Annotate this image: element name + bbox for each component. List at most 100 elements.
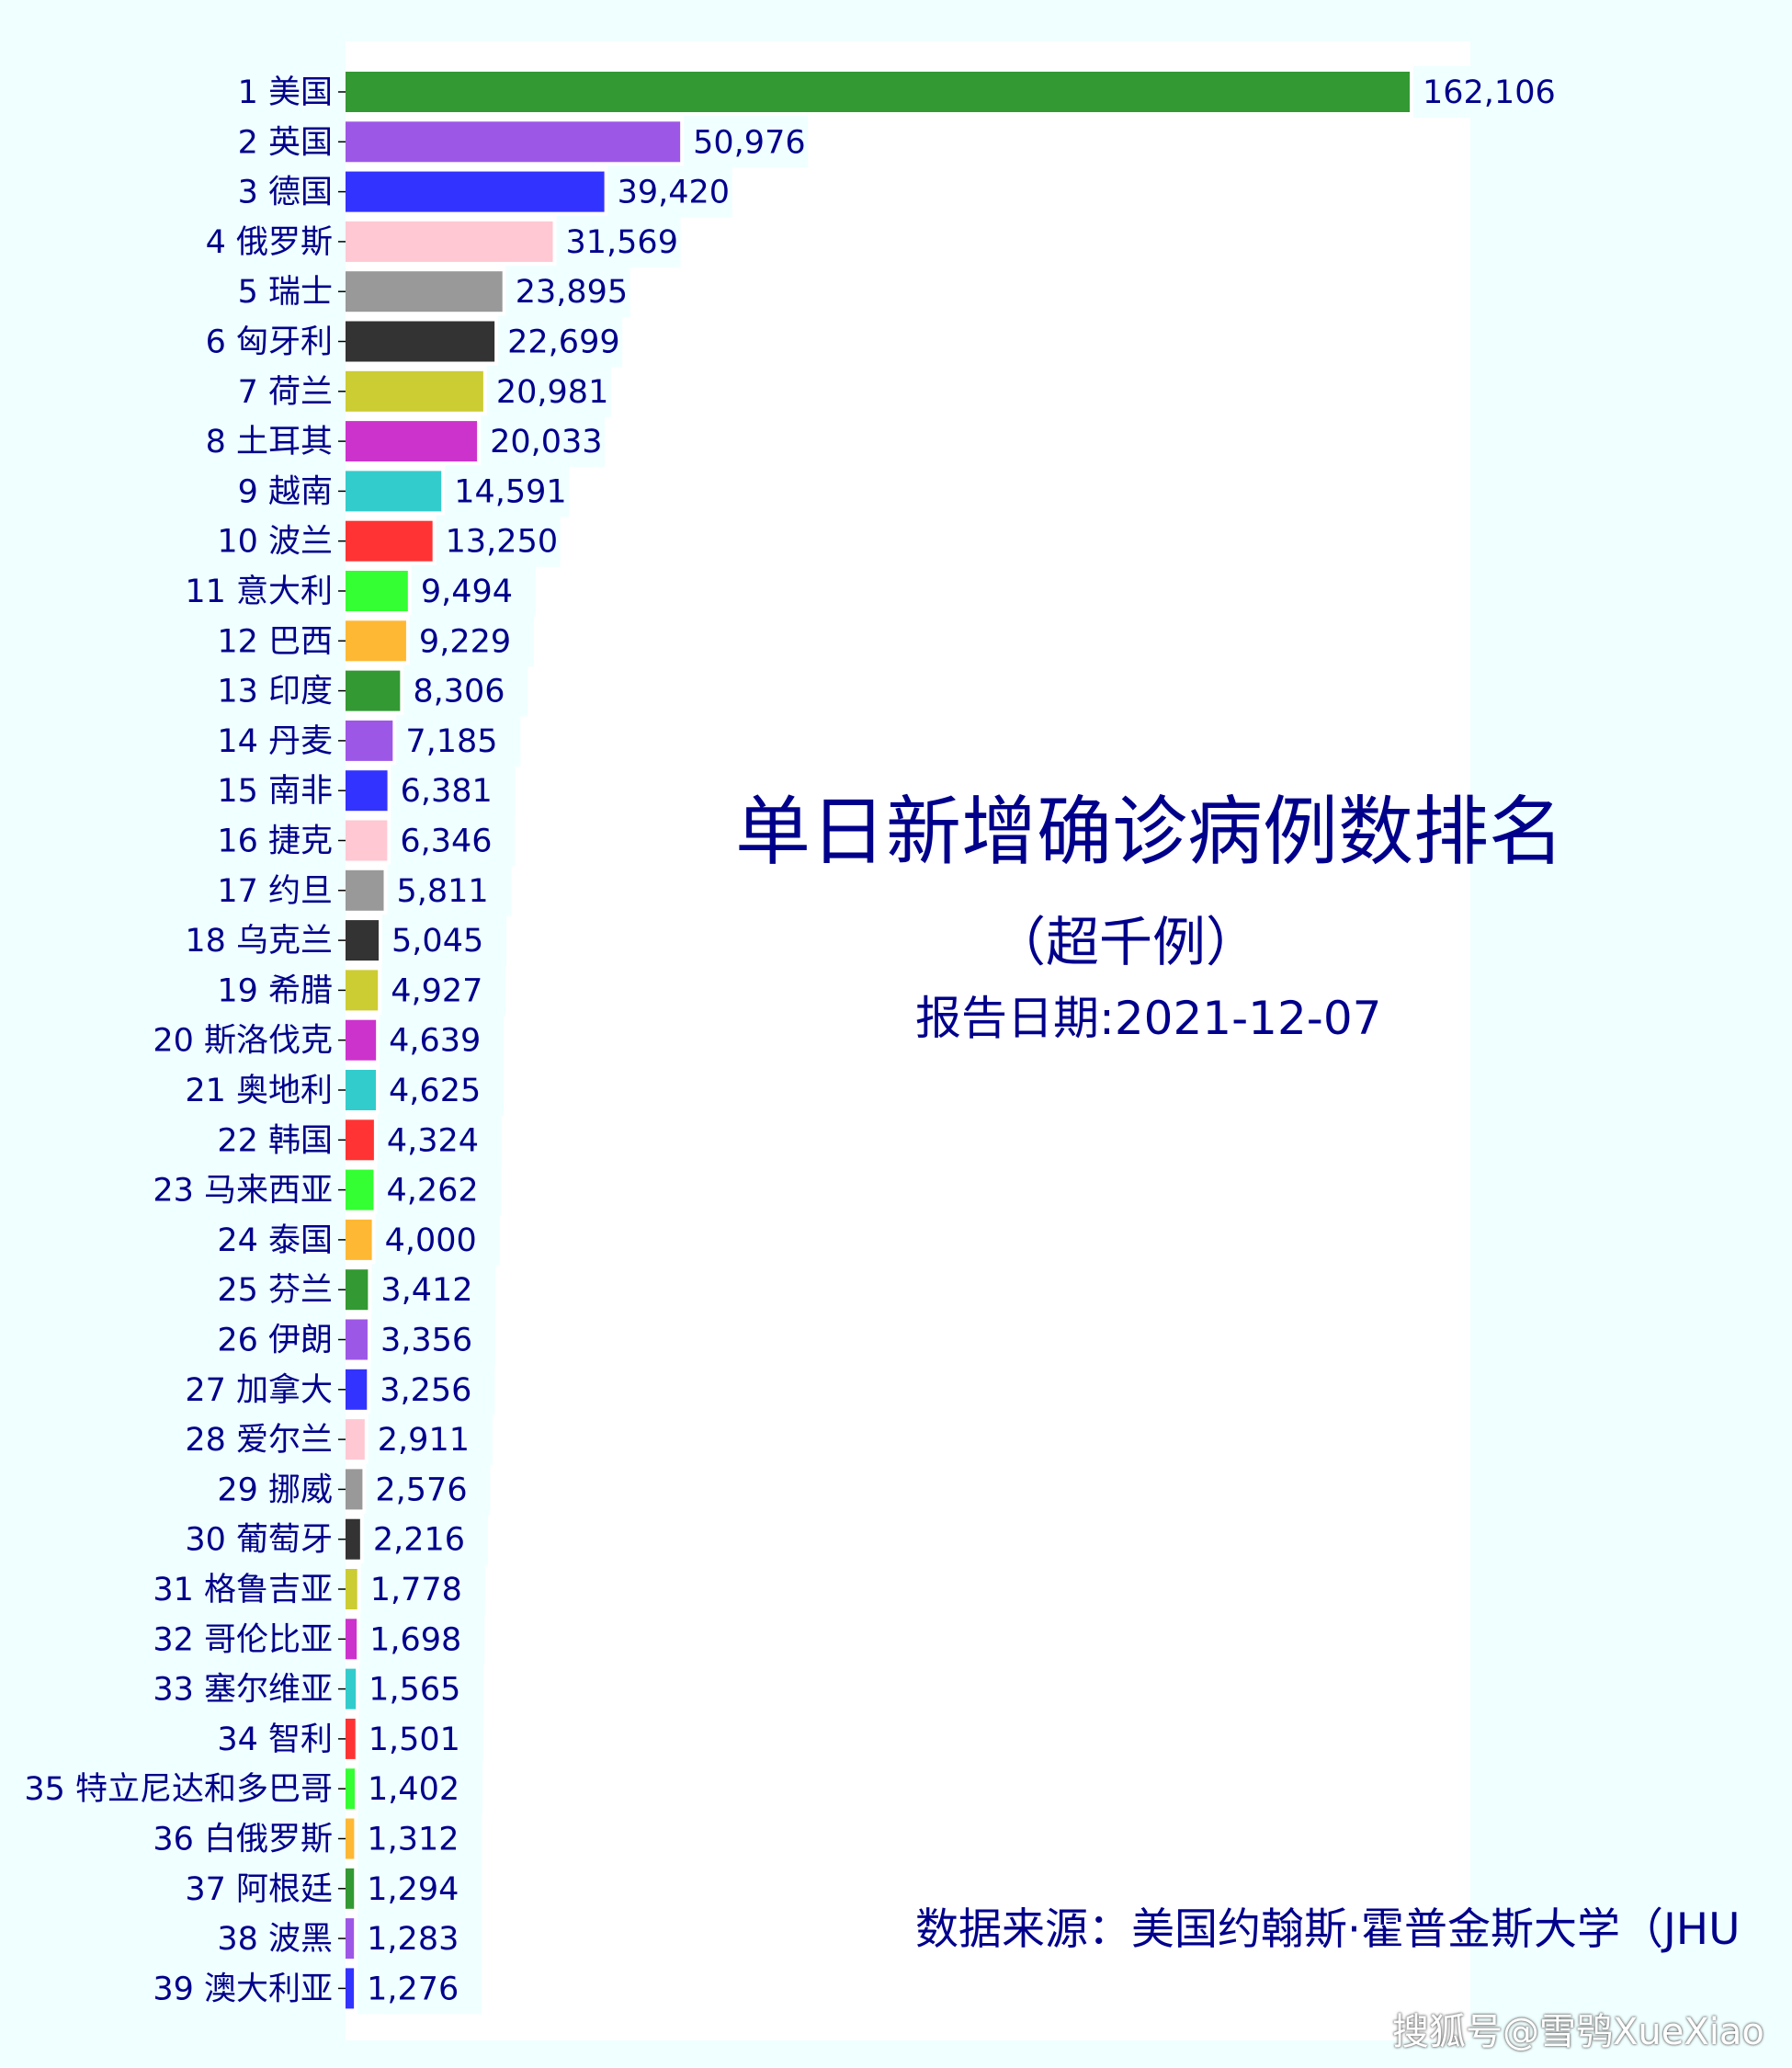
category-label: 29 挪威 xyxy=(217,1471,333,1508)
value-label-bg xyxy=(1413,66,1537,118)
bar xyxy=(346,1619,357,1660)
bar xyxy=(346,1319,368,1360)
bar xyxy=(346,1868,355,1909)
value-label-bg xyxy=(556,215,681,267)
value-label-bg xyxy=(411,565,536,617)
value-label-bg xyxy=(358,1712,483,1765)
value-label-bg xyxy=(396,714,521,767)
bar xyxy=(346,221,553,262)
value-label-bg xyxy=(505,266,630,318)
category-label: 37 阿根廷 xyxy=(185,1871,333,1908)
value-label: 20,981 xyxy=(496,374,608,411)
category-label: 7 荷兰 xyxy=(238,374,333,411)
category-label: 19 希腊 xyxy=(217,972,333,1009)
value-label: 6,381 xyxy=(401,773,493,810)
value-label: 1,294 xyxy=(367,1871,459,1908)
value-label: 13,250 xyxy=(446,524,558,561)
value-label: 5,811 xyxy=(397,873,489,910)
bar xyxy=(346,321,495,362)
value-label-bg xyxy=(366,1463,491,1516)
bars-layer: 162,106 1 美国 50,976 2 英国 39,420 3 德国 31,569 4 俄… xyxy=(24,66,1556,2015)
bar xyxy=(346,370,483,412)
value-label-bg xyxy=(360,1563,485,1615)
bar xyxy=(346,271,503,312)
bar xyxy=(346,770,388,812)
category-label: 3 德国 xyxy=(238,175,333,211)
value-label-bg xyxy=(357,1962,482,2015)
bar xyxy=(346,1469,363,1510)
value-label-bg xyxy=(370,1363,495,1415)
bar xyxy=(346,1269,369,1311)
value-label-bg xyxy=(375,1213,500,1266)
value-label: 1,276 xyxy=(367,1971,459,2007)
value-label: 39,420 xyxy=(618,175,730,211)
value-label-bg xyxy=(403,665,528,717)
category-label: 36 白俄罗斯 xyxy=(153,1822,333,1858)
category-label: 1 美国 xyxy=(238,74,333,111)
value-label-bg xyxy=(358,1763,483,1815)
report-date-label: 报告日期: xyxy=(915,992,1115,1045)
category-label: 5 瑞士 xyxy=(238,274,333,311)
category-label: 27 加拿大 xyxy=(185,1372,333,1409)
value-label: 1,778 xyxy=(370,1572,462,1608)
category-label: 4 俄罗斯 xyxy=(206,224,333,261)
value-label: 7,185 xyxy=(405,723,497,760)
category-label: 11 意大利 xyxy=(185,574,333,610)
value-label: 1,501 xyxy=(369,1721,460,1758)
bar xyxy=(346,1918,355,1960)
value-label: 5,045 xyxy=(391,923,483,960)
value-label: 6,346 xyxy=(400,824,492,860)
bar xyxy=(346,1968,355,2009)
category-label: 13 印度 xyxy=(217,674,333,710)
bar xyxy=(346,1718,356,1759)
bar xyxy=(346,970,379,1011)
category-label: 16 捷克 xyxy=(217,824,333,860)
category-label: 32 哥伦比亚 xyxy=(153,1621,333,1658)
value-label-bg xyxy=(684,116,809,168)
category-label: 24 泰国 xyxy=(217,1222,333,1259)
bar xyxy=(346,1369,368,1410)
category-label: 17 约旦 xyxy=(217,873,333,910)
category-label: 21 奥地利 xyxy=(185,1073,333,1109)
value-label: 1,312 xyxy=(367,1822,459,1858)
value-label-bg xyxy=(360,1613,485,1665)
value-label-bg xyxy=(380,1064,505,1116)
category-label: 31 格鲁吉亚 xyxy=(153,1572,333,1608)
category-label: 14 丹麦 xyxy=(217,723,333,760)
value-label-bg xyxy=(377,1164,502,1216)
category-label: 10 波兰 xyxy=(217,524,333,561)
value-label-bg xyxy=(377,1114,502,1166)
category-label: 33 塞尔维亚 xyxy=(153,1672,333,1709)
value-label: 1,698 xyxy=(369,1621,461,1658)
value-label-bg xyxy=(363,1513,488,1565)
value-label-bg xyxy=(381,964,506,1017)
bar xyxy=(346,1419,365,1460)
category-label: 12 巴西 xyxy=(217,623,333,660)
bar xyxy=(346,1518,360,1560)
category-label: 22 韩国 xyxy=(217,1122,333,1159)
value-label-bg xyxy=(486,365,611,417)
bar xyxy=(346,571,408,611)
category-label: 2 英国 xyxy=(238,124,333,161)
category-label: 23 马来西亚 xyxy=(153,1173,333,1210)
category-label: 35 特立尼达和多巴哥 xyxy=(24,1771,333,1808)
value-label: 8,306 xyxy=(413,674,505,710)
value-label: 4,324 xyxy=(387,1122,479,1159)
value-label-bg xyxy=(498,315,623,368)
value-label: 1,283 xyxy=(367,1921,459,1958)
value-label: 3,412 xyxy=(380,1272,472,1309)
value-label-bg xyxy=(370,1313,495,1366)
chart-title: 单日新增确诊病例数排名 xyxy=(735,789,1565,876)
value-label-bg xyxy=(387,864,512,916)
value-label: 2,911 xyxy=(378,1422,470,1459)
value-label-bg xyxy=(357,1913,482,1965)
category-label: 18 乌克兰 xyxy=(185,923,333,960)
value-label: 4,639 xyxy=(389,1023,481,1060)
value-label: 1,402 xyxy=(368,1771,459,1808)
bar xyxy=(346,670,401,711)
value-label: 22,699 xyxy=(507,324,619,361)
bar xyxy=(346,1169,374,1210)
value-label-bg xyxy=(409,615,534,667)
value-label: 4,927 xyxy=(391,972,482,1009)
